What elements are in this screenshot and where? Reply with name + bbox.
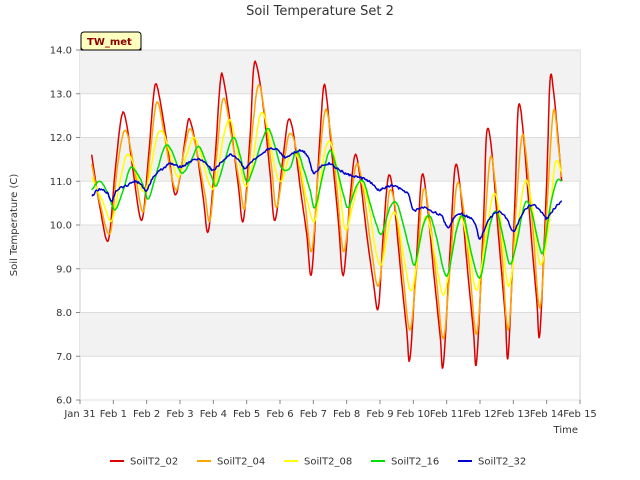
legend-label: SoilT2_08 bbox=[304, 457, 352, 468]
site-badge-text: TW_met bbox=[87, 37, 132, 48]
y-tick-label: 7.0 bbox=[56, 352, 72, 363]
x-tick-label: Feb 11 bbox=[430, 409, 464, 420]
x-axis: Jan 31 Feb 1 Feb 2 Feb 3 Feb 4 Feb 5 Feb 6 Feb … bbox=[63, 400, 597, 420]
legend-item-soilt2_16: SoilT2_16 bbox=[371, 457, 439, 468]
legend-label: SoilT2_02 bbox=[130, 457, 178, 468]
y-tick-label: 6.0 bbox=[56, 396, 72, 407]
x-tick-label: Feb 4 bbox=[200, 409, 227, 420]
x-tick-label: Feb 3 bbox=[166, 409, 193, 420]
x-tick-label: Feb 14 bbox=[530, 409, 564, 420]
y-tick-label: 11.0 bbox=[50, 177, 72, 188]
x-tick-label: Feb 9 bbox=[366, 409, 393, 420]
y-tick-label: 13.0 bbox=[50, 89, 72, 100]
series-lines bbox=[90, 60, 563, 369]
grid-band bbox=[80, 137, 580, 182]
legend-label: SoilT2_16 bbox=[391, 457, 439, 468]
y-tick-label: 9.0 bbox=[56, 264, 72, 275]
x-tick-label: Feb 2 bbox=[133, 409, 160, 420]
series-line-soilt2_32 bbox=[91, 147, 563, 240]
plot-area bbox=[79, 49, 581, 401]
y-tick-label: 12.0 bbox=[50, 133, 72, 144]
chart-title: Soil Temperature Set 2 bbox=[246, 4, 394, 19]
y-tick-label: 14.0 bbox=[50, 46, 72, 57]
legend-item-soilt2_08: SoilT2_08 bbox=[284, 457, 352, 468]
x-tick-label: Feb 5 bbox=[233, 409, 260, 420]
grid-band bbox=[80, 225, 580, 269]
x-tick-label: Feb 13 bbox=[497, 409, 531, 420]
y-axis-label: Soil Temperature (C) bbox=[9, 174, 20, 277]
x-tick-label: Feb 15 bbox=[563, 409, 597, 420]
x-tick-label: Feb 1 bbox=[100, 409, 127, 420]
legend-item-soilt2_02: SoilT2_02 bbox=[110, 457, 178, 468]
y-tick-label: 8.0 bbox=[56, 308, 72, 319]
series-line-soilt2_16 bbox=[91, 127, 563, 279]
x-tick-label: Feb 6 bbox=[266, 409, 293, 420]
x-tick-label: Feb 12 bbox=[463, 409, 497, 420]
site-badge: TW_met bbox=[80, 31, 142, 51]
site-badge-body bbox=[80, 31, 142, 51]
x-tick-label: Jan 31 bbox=[63, 409, 95, 420]
grid-bands bbox=[80, 50, 580, 357]
legend-item-soilt2_32: SoilT2_32 bbox=[458, 457, 526, 468]
x-tick-label: Feb 10 bbox=[397, 409, 431, 420]
x-tick-label: Feb 7 bbox=[300, 409, 327, 420]
grid-band bbox=[80, 312, 580, 357]
legend-label: SoilT2_32 bbox=[478, 457, 526, 468]
legend-label: SoilT2_04 bbox=[217, 457, 265, 468]
grid-band bbox=[80, 50, 580, 94]
legend: SoilT2_02 SoilT2_04 SoilT2_08 SoilT2_16 Soil… bbox=[110, 457, 526, 468]
y-tick-label: 10.0 bbox=[50, 221, 72, 232]
y-axis: 6.0 7.0 8.0 9.0 10.0 11.0 12.0 13.0 14.0 bbox=[50, 46, 80, 407]
x-axis-label: Time bbox=[553, 425, 578, 436]
x-tick-label: Feb 8 bbox=[333, 409, 360, 420]
legend-item-soilt2_04: SoilT2_04 bbox=[197, 457, 265, 468]
